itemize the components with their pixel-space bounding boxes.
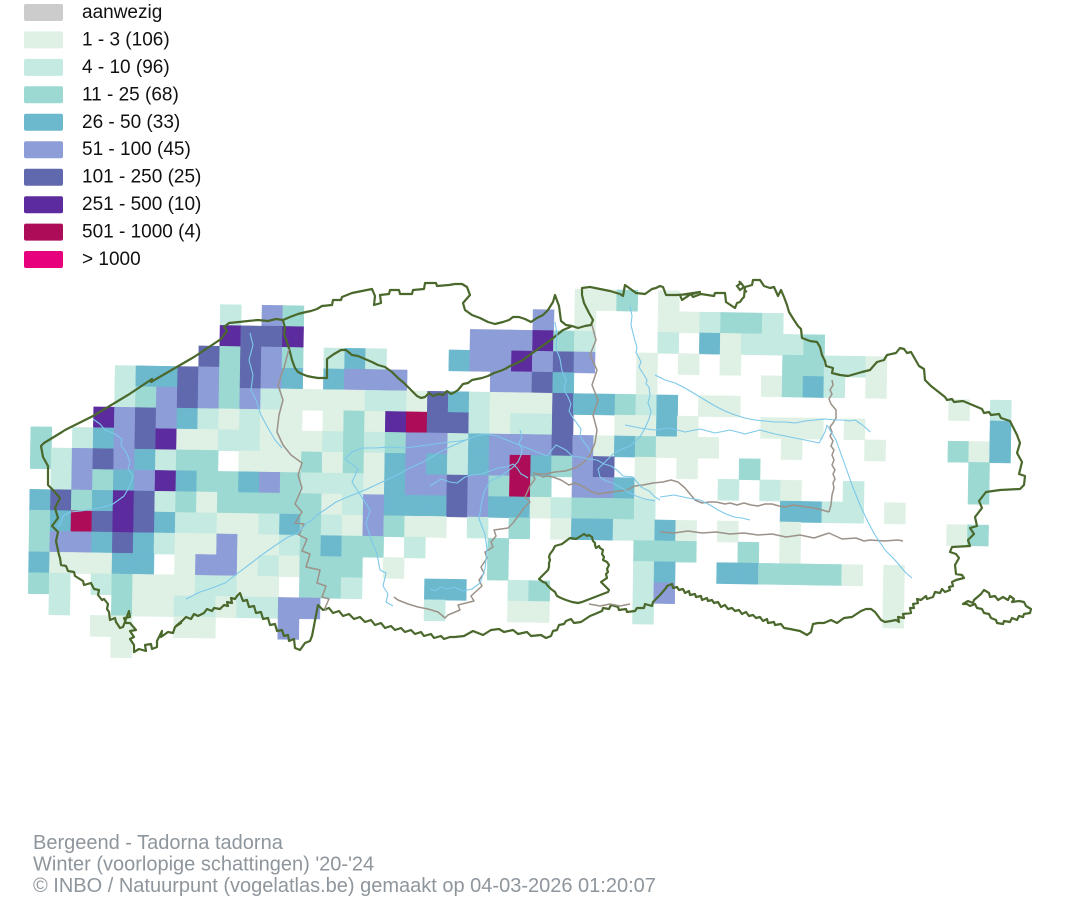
svg-text:251 - 500 (10): 251 - 500 (10) — [82, 194, 201, 215]
svg-text:26 - 50 (33): 26 - 50 (33) — [82, 112, 180, 133]
svg-text:51 - 100 (45): 51 - 100 (45) — [82, 139, 191, 160]
svg-text:© INBO / Natuurpunt (vogelatla: © INBO / Natuurpunt (vogelatlas.be) gema… — [33, 875, 656, 897]
svg-text:> 1000: > 1000 — [82, 249, 141, 270]
svg-text:11 - 25 (68): 11 - 25 (68) — [82, 84, 179, 105]
svg-text:aanwezig: aanwezig — [82, 2, 162, 23]
svg-text:101 - 250 (25): 101 - 250 (25) — [82, 167, 201, 188]
svg-text:Winter (voorlopige schattingen: Winter (voorlopige schattingen) '20-'24 — [33, 854, 374, 876]
svg-text:Bergeend - Tadorna tadorna: Bergeend - Tadorna tadorna — [33, 832, 284, 854]
svg-text:4 - 10 (96): 4 - 10 (96) — [82, 57, 170, 78]
svg-text:1 - 3 (106): 1 - 3 (106) — [82, 30, 170, 51]
svg-text:501 - 1000 (4): 501 - 1000 (4) — [82, 222, 201, 243]
